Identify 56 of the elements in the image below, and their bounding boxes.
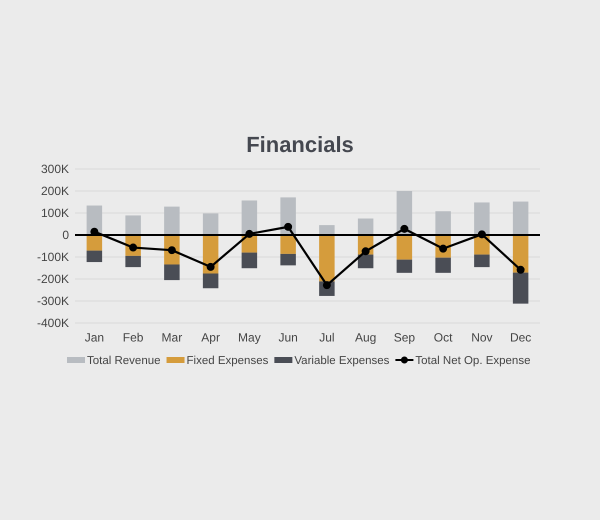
y-tick-label: 300K bbox=[40, 162, 69, 176]
y-tick-label: 100K bbox=[40, 206, 69, 220]
point bbox=[400, 224, 408, 233]
bar bbox=[202, 274, 218, 288]
bar bbox=[319, 225, 335, 235]
x-tick-label: Jan bbox=[84, 330, 104, 345]
chart-title: Financials bbox=[246, 132, 354, 157]
x-tick-label: Oct bbox=[434, 330, 454, 345]
point bbox=[516, 266, 525, 274]
x-tick-label: Aug bbox=[354, 330, 376, 345]
x-tick-label: Dec bbox=[510, 330, 532, 345]
bar bbox=[86, 250, 102, 262]
bar bbox=[358, 254, 374, 268]
y-tick-label: -100K bbox=[36, 250, 69, 264]
bar bbox=[202, 213, 218, 235]
bar bbox=[319, 235, 335, 282]
x-tick-label: May bbox=[238, 330, 261, 345]
x-tick-label: Jul bbox=[319, 330, 335, 345]
bar bbox=[512, 272, 528, 304]
y-tick-label: 0 bbox=[62, 228, 70, 242]
bar bbox=[396, 260, 412, 273]
point bbox=[245, 230, 254, 238]
legend-label: Variable Expenses bbox=[294, 355, 390, 367]
x-tick-label: Nov bbox=[471, 330, 493, 345]
bar bbox=[242, 252, 258, 268]
point bbox=[284, 222, 292, 231]
bar bbox=[125, 215, 141, 235]
x-tick-label: Apr bbox=[201, 330, 220, 345]
x-tick-label: Feb bbox=[122, 330, 144, 345]
legend-label: Total Revenue bbox=[87, 355, 161, 367]
y-tick-label: -200K bbox=[36, 272, 69, 286]
legend-label: Fixed Expenses bbox=[186, 355, 269, 367]
bar bbox=[435, 211, 451, 235]
bar bbox=[280, 235, 296, 254]
bar bbox=[280, 254, 296, 266]
bar bbox=[396, 235, 412, 260]
x-tick-label: Mar bbox=[162, 330, 182, 345]
bar bbox=[242, 200, 258, 235]
point bbox=[206, 262, 215, 271]
bar bbox=[512, 202, 528, 235]
y-tick-label: -300K bbox=[36, 294, 69, 308]
bar bbox=[474, 254, 490, 268]
bar bbox=[164, 264, 180, 280]
x-tick-label: Sep bbox=[394, 330, 416, 345]
bar bbox=[358, 218, 374, 235]
y-tick-label: -400K bbox=[36, 316, 69, 330]
legend-label: Total Net Op. Expense bbox=[415, 355, 530, 367]
y-tick-label: 200K bbox=[40, 184, 69, 198]
bar bbox=[435, 258, 451, 273]
bar bbox=[86, 235, 102, 251]
point bbox=[478, 230, 486, 238]
bar bbox=[164, 206, 180, 235]
bar bbox=[125, 256, 141, 268]
x-tick-label: Jun bbox=[278, 330, 298, 345]
bar bbox=[474, 202, 490, 235]
point bbox=[362, 247, 370, 256]
